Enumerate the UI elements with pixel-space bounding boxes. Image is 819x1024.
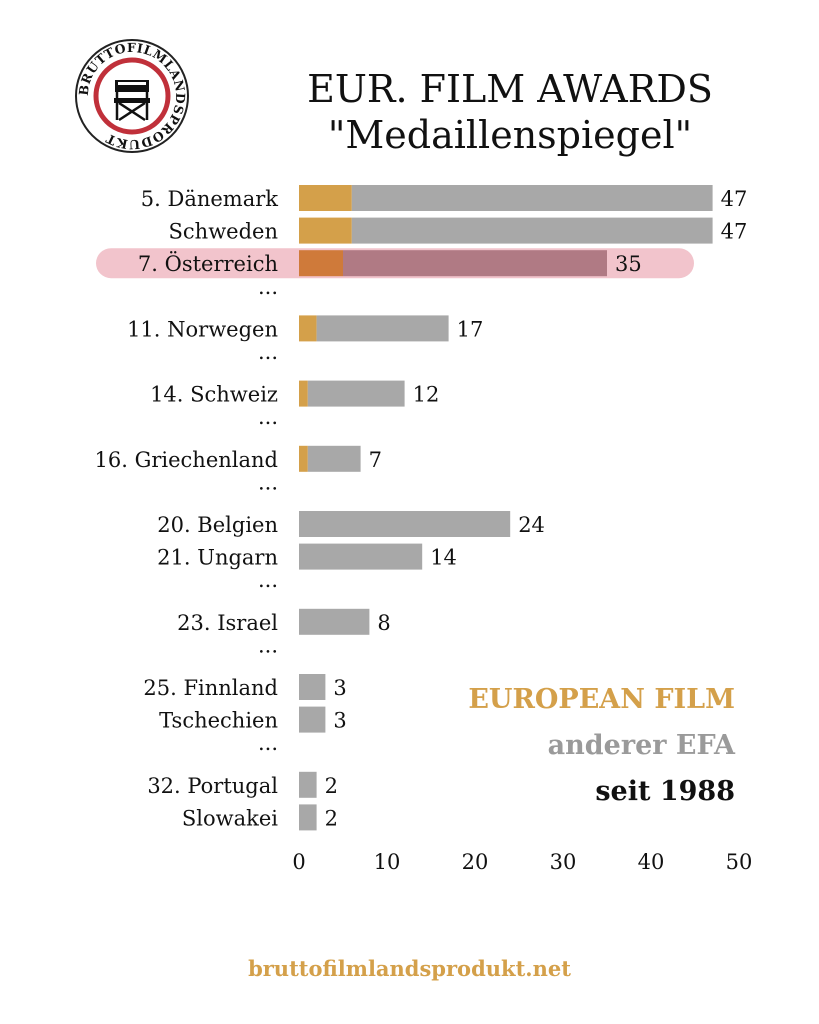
row-label: 21. Ungarn	[157, 546, 278, 570]
row-gap-ellipsis: ...	[258, 405, 278, 429]
directors-chair-icon	[114, 80, 150, 122]
row-label: 25. Finnland	[143, 676, 278, 700]
bar-other-efa	[351, 185, 713, 211]
bar-european-film	[299, 380, 308, 407]
row-label: 7. Österreich	[138, 251, 278, 276]
bar-other-efa	[299, 706, 326, 733]
bar-value-label: 17	[457, 317, 484, 341]
row-gap-ellipsis: ...	[258, 275, 278, 299]
bar-other-efa	[299, 804, 317, 831]
x-tick-label: 50	[726, 850, 753, 874]
bar-value-label: 2	[325, 774, 338, 798]
bar-value-label: 47	[721, 187, 748, 211]
chart-title-line1: EUR. FILM AWARDS	[307, 67, 713, 111]
x-tick-label: 40	[638, 850, 665, 874]
row-gap-ellipsis: ...	[258, 340, 278, 364]
bar-other-efa	[343, 250, 607, 277]
row-label: 32. Portugal	[147, 774, 278, 798]
bar-european-film	[299, 217, 352, 244]
bar-other-efa	[299, 543, 423, 570]
bar-value-label: 2	[325, 806, 338, 830]
bar-other-efa	[316, 315, 449, 342]
chart-title-line2: "Medaillenspiegel"	[327, 113, 693, 157]
bar-european-film	[299, 250, 343, 277]
bar-value-label: 47	[721, 220, 748, 244]
x-tick-label: 30	[550, 850, 577, 874]
x-tick-label: 20	[462, 850, 489, 874]
bar-other-efa	[299, 608, 370, 635]
logo: BRUTTOFILMLANDSPRODUKT	[74, 38, 190, 154]
bar-value-label: 3	[333, 676, 346, 700]
bar-value-label: 14	[430, 546, 457, 570]
bar-european-film	[299, 445, 308, 472]
bar-other-efa	[307, 445, 361, 472]
x-tick-label: 10	[374, 850, 401, 874]
row-label: Schweden	[169, 220, 278, 244]
bar-other-efa	[299, 771, 317, 798]
row-gap-ellipsis: ...	[258, 731, 278, 755]
bar-value-label: 35	[615, 252, 642, 276]
bar-value-label: 7	[369, 448, 382, 472]
row-label: Slowakei	[182, 806, 278, 830]
row-gap-ellipsis: ...	[258, 633, 278, 657]
bar-other-efa	[299, 511, 511, 537]
x-tick-label: 0	[292, 850, 305, 874]
bar-european-film	[299, 315, 317, 342]
row-label: 23. Israel	[177, 611, 278, 635]
bar-value-label: 8	[377, 611, 390, 635]
legend-since: seit 1988	[595, 776, 735, 807]
row-label: Tschechien	[159, 709, 278, 733]
row-gap-ellipsis: ...	[258, 470, 278, 494]
bar-other-efa	[307, 380, 405, 407]
legend-european-film: EUROPEAN FILM	[468, 684, 735, 715]
row-gap-ellipsis: ...	[258, 568, 278, 592]
row-label: 16. Griechenland	[95, 448, 278, 472]
row-label: 5. Dänemark	[141, 187, 278, 211]
bar-other-efa	[299, 674, 326, 700]
row-label: 14. Schweiz	[150, 383, 278, 407]
bar-value-label: 3	[333, 709, 346, 733]
legend-other-efa: anderer EFA	[547, 730, 735, 761]
bar-other-efa	[351, 217, 713, 244]
footer-url: bruttofilmlandsprodukt.net	[248, 956, 571, 981]
bar-value-label: 12	[413, 383, 440, 407]
bar-european-film	[299, 185, 352, 211]
logo-red-ring	[93, 57, 171, 135]
row-label: 20. Belgien	[157, 513, 278, 537]
bar-value-label: 24	[518, 513, 545, 537]
row-label: 11. Norwegen	[127, 317, 278, 341]
